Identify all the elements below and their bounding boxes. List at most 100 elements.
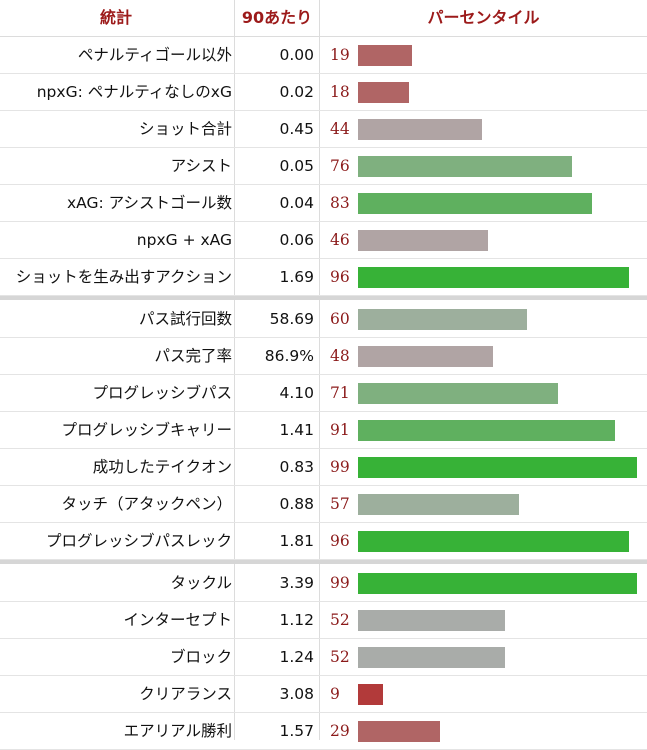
table-row: プログレッシブパス 4.10 71 <box>0 375 647 412</box>
table-row: プログレッシブパスレック 1.81 96 <box>0 523 647 560</box>
stat-name: パス試行回数 <box>138 310 232 328</box>
table-row: クリアランス 3.08 9 <box>0 676 647 713</box>
percentile-value: 9 <box>330 685 340 703</box>
header-per90: 90あたり <box>241 8 313 27</box>
stat-name: ショット合計 <box>138 120 232 138</box>
stat-name: 成功したテイクオン <box>92 458 232 476</box>
per90-value: 86.9% <box>264 347 314 365</box>
header-stat: 統計 <box>99 8 132 27</box>
percentile-bar <box>358 230 488 251</box>
table-row: パス完了率 86.9% 48 <box>0 338 647 375</box>
stat-name: プログレッシブキャリー <box>61 421 232 439</box>
table-row: ペナルティゴール以外 0.00 19 <box>0 37 647 74</box>
percentile-value: 52 <box>330 648 350 666</box>
percentile-value: 57 <box>330 495 350 513</box>
percentile-bar <box>358 267 629 288</box>
per90-value: 0.00 <box>279 46 314 64</box>
group-separator <box>0 296 647 300</box>
per90-value: 0.06 <box>279 231 314 249</box>
percentile-bar <box>358 610 505 631</box>
table-row: npxG + xAG 0.06 46 <box>0 222 647 259</box>
table-row: タッチ（アタックペン） 0.88 57 <box>0 486 647 523</box>
percentile-bar <box>358 119 482 140</box>
stat-name: xAG: アシストゴール数 <box>66 194 232 212</box>
percentile-bar <box>358 82 409 103</box>
percentile-value: 18 <box>330 83 350 101</box>
table-header: 統計 90あたり パーセンタイル <box>0 0 647 37</box>
stat-name: インターセプト <box>123 611 232 629</box>
per90-value: 4.10 <box>279 384 314 402</box>
per90-value: 1.41 <box>279 421 314 439</box>
stat-name: ショットを生み出すアクション <box>15 268 232 286</box>
stat-name: パス完了率 <box>154 347 232 365</box>
per90-value: 0.45 <box>279 120 314 138</box>
percentile-bar <box>358 420 615 441</box>
per90-value: 0.02 <box>279 83 314 101</box>
stat-name: npxG + xAG <box>136 231 232 249</box>
per90-value: 0.88 <box>279 495 314 513</box>
percentile-bar <box>358 721 440 742</box>
percentile-bar <box>358 346 493 367</box>
per90-value: 1.57 <box>279 722 314 740</box>
percentile-value: 29 <box>330 722 350 740</box>
table-row: ブロック 1.24 52 <box>0 639 647 676</box>
percentile-bar <box>358 383 558 404</box>
stat-name: タッチ（アタックペン） <box>61 495 232 513</box>
per90-value: 1.81 <box>279 532 314 550</box>
percentile-value: 96 <box>330 268 350 286</box>
per90-value: 3.08 <box>279 685 314 703</box>
per90-value: 0.05 <box>279 157 314 175</box>
table-row: ショットを生み出すアクション 1.69 96 <box>0 259 647 296</box>
table-row: パス試行回数 58.69 60 <box>0 301 647 338</box>
percentile-value: 91 <box>330 421 350 439</box>
percentile-value: 96 <box>330 532 350 550</box>
percentile-value: 76 <box>330 157 350 175</box>
group-separator <box>0 560 647 564</box>
percentile-bar <box>358 457 637 478</box>
percentile-bar <box>358 45 412 66</box>
percentile-bar <box>358 684 383 705</box>
per90-value: 58.69 <box>269 310 314 328</box>
percentile-bar <box>358 647 505 668</box>
table-row: インターセプト 1.12 52 <box>0 602 647 639</box>
per90-value: 0.04 <box>279 194 314 212</box>
percentile-value: 99 <box>330 458 350 476</box>
per90-value: 1.12 <box>279 611 314 629</box>
stat-name: アシスト <box>170 157 232 175</box>
percentile-value: 71 <box>330 384 350 402</box>
stat-name: エアリアル勝利 <box>123 722 232 740</box>
table-row: 成功したテイクオン 0.83 99 <box>0 449 647 486</box>
stat-name: ペナルティゴール以外 <box>77 46 232 64</box>
per90-value: 3.39 <box>279 574 314 592</box>
percentile-bar <box>358 156 572 177</box>
percentile-bar <box>358 573 637 594</box>
stat-name: タックル <box>170 574 232 592</box>
table-row: ショット合計 0.45 44 <box>0 111 647 148</box>
percentile-bar <box>358 309 527 330</box>
percentile-value: 99 <box>330 574 350 592</box>
table-row: アシスト 0.05 76 <box>0 148 647 185</box>
stat-name: npxG: ペナルティなしのxG <box>36 83 232 101</box>
column-divider <box>234 0 235 740</box>
percentile-value: 46 <box>330 231 350 249</box>
stat-name: クリアランス <box>139 685 232 703</box>
percentile-value: 83 <box>330 194 350 212</box>
table-row: プログレッシブキャリー 1.41 91 <box>0 412 647 449</box>
per90-value: 1.69 <box>279 268 314 286</box>
percentile-bar <box>358 193 592 214</box>
table-row: npxG: ペナルティなしのxG 0.02 18 <box>0 74 647 111</box>
stat-name: プログレッシブパスレック <box>45 532 232 550</box>
percentile-bar <box>358 531 629 552</box>
percentile-value: 44 <box>330 120 350 138</box>
percentile-bar <box>358 494 519 515</box>
percentile-value: 52 <box>330 611 350 629</box>
table-row: エアリアル勝利 1.57 29 <box>0 713 647 750</box>
stat-name: ブロック <box>169 648 232 666</box>
per90-value: 1.24 <box>279 648 314 666</box>
stat-name: プログレッシブパス <box>92 384 232 402</box>
percentile-value: 19 <box>330 46 350 64</box>
percentile-value: 60 <box>330 310 350 328</box>
table-row: タックル 3.39 99 <box>0 565 647 602</box>
header-percentile: パーセンタイル <box>427 8 540 27</box>
